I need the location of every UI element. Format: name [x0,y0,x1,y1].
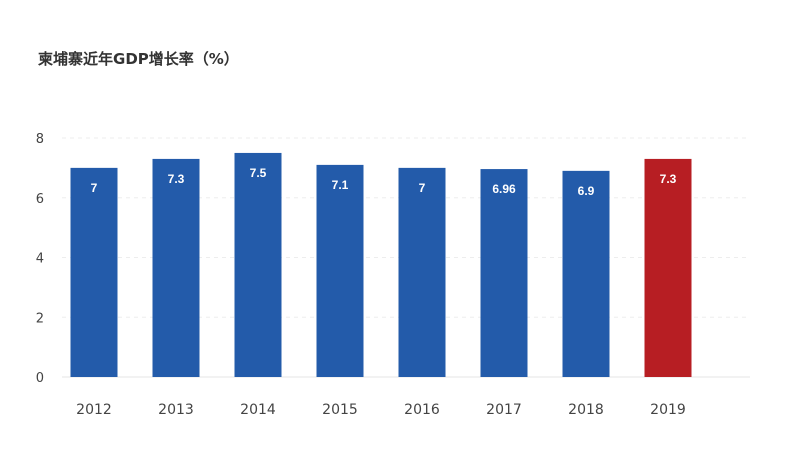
x-tick-label-2016: 2016 [404,402,440,418]
bar-2013 [152,158,200,377]
bar-2012 [70,167,118,377]
bars [70,152,692,377]
x-tick-label-2017: 2017 [486,402,522,418]
data-label-2017: 6.96 [492,182,516,196]
bar-2016 [398,167,446,377]
data-label-2014: 7.5 [250,166,267,180]
y-tick-label: 0 [36,371,44,386]
bar-2014 [234,152,282,377]
data-label-2019: 7.3 [660,172,677,186]
bar-2015 [316,164,364,377]
bar-2017 [480,169,528,377]
data-label-2012: 7 [91,181,98,195]
x-tick-label-2014: 2014 [240,402,276,418]
x-tick-label-2012: 2012 [76,402,112,418]
data-label-2018: 6.9 [578,184,595,198]
bar-2018 [562,170,610,377]
bar-2019 [644,158,692,377]
y-axis-ticks: 0 2 4 6 8 [36,132,44,386]
y-tick-label: 2 [36,311,44,326]
data-labels: 7 7.3 7.5 7.1 7 6.96 6.9 7.3 [91,166,677,198]
y-tick-label: 6 [36,192,44,207]
chart-title: 柬埔寨近年GDP增长率（%） [38,50,239,68]
data-label-2016: 7 [419,181,426,195]
x-tick-label-2018: 2018 [568,402,604,418]
data-label-2013: 7.3 [168,172,185,186]
x-tick-label-2019: 2019 [650,402,686,418]
x-tick-label-2013: 2013 [158,402,194,418]
x-tick-label-2015: 2015 [322,402,358,418]
x-axis-ticks: 2012 2013 2014 2015 2016 2017 2018 2019 [76,402,686,418]
y-tick-label: 4 [36,252,44,267]
data-label-2015: 7.1 [332,178,349,192]
y-tick-label: 8 [36,132,44,147]
